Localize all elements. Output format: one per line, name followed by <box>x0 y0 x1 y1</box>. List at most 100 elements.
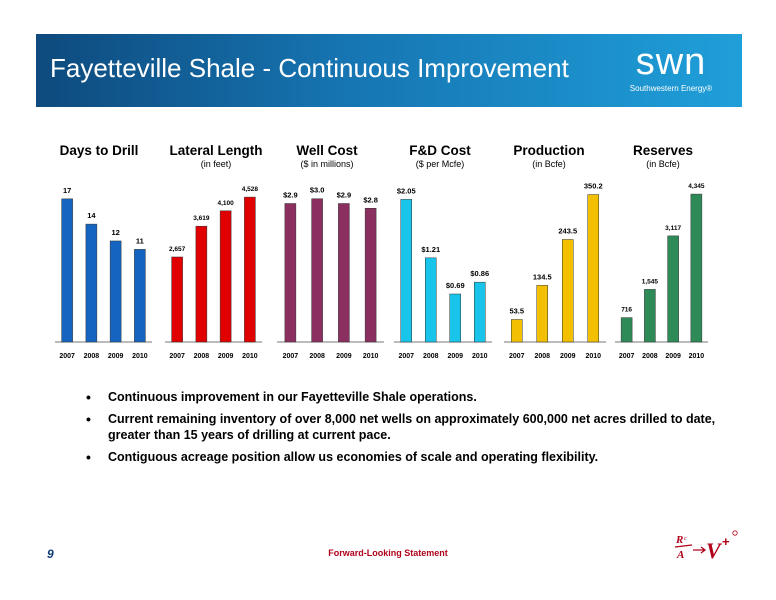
bar <box>536 285 548 343</box>
svg-text:+: + <box>722 534 730 549</box>
x-tick-label: 2007 <box>509 353 525 360</box>
bullet-text: Continuous improvement in our Fayettevil… <box>108 390 477 404</box>
bar <box>338 203 350 343</box>
x-tick-label: 2007 <box>59 353 75 360</box>
chart-title: Production <box>513 143 584 158</box>
bar <box>620 317 633 343</box>
bar <box>195 225 208 343</box>
chart-subtitle: (in Bcfe) <box>532 159 566 169</box>
svg-text:A: A <box>676 549 684 561</box>
chart-subtitle: ($ per Mcfe) <box>416 159 465 169</box>
title-banner: Fayetteville Shale - Continuous Improvem… <box>36 34 742 107</box>
data-label: 350.2 <box>584 182 603 191</box>
data-label: $3.0 <box>310 186 325 195</box>
x-tick-label: 2008 <box>309 353 325 360</box>
data-label: 4,528 <box>242 186 259 193</box>
bar <box>61 198 73 343</box>
data-label: 1,545 <box>642 278 659 285</box>
data-label: $2.9 <box>337 190 352 199</box>
chart-subtitle: (in Bcfe) <box>646 159 680 169</box>
bar <box>425 257 437 343</box>
bar <box>562 239 574 343</box>
bar <box>690 193 703 343</box>
data-label: $1.21 <box>421 245 440 254</box>
bar <box>364 208 377 343</box>
data-label: $2.9 <box>283 190 298 199</box>
bar <box>400 199 412 343</box>
bar <box>219 210 232 343</box>
x-tick-label: 2007 <box>398 353 414 360</box>
x-tick-label: 2007 <box>619 353 635 360</box>
bar <box>587 194 599 343</box>
x-tick-label: 2009 <box>218 353 234 360</box>
bar <box>284 203 297 343</box>
chart-title: Days to Drill <box>60 143 139 158</box>
bar <box>311 198 323 343</box>
x-tick-label: 2010 <box>242 353 258 360</box>
chart-title: F&D Cost <box>409 143 471 158</box>
data-label: 134.5 <box>533 272 552 281</box>
bar <box>449 293 461 343</box>
x-tick-label: 2010 <box>689 353 705 360</box>
data-label: $0.86 <box>470 269 489 278</box>
logo-wordmark: swn <box>635 41 707 83</box>
data-label: $0.69 <box>446 281 465 290</box>
bar <box>134 249 146 343</box>
chart-title: Reserves <box>633 143 693 158</box>
bar <box>109 240 122 343</box>
bar <box>511 319 523 343</box>
chart-title: Lateral Length <box>169 143 262 158</box>
bar <box>244 196 256 343</box>
data-label: 716 <box>621 307 632 314</box>
forward-looking-link[interactable]: Forward-Looking Statement <box>328 548 448 558</box>
x-tick-label: 2007 <box>283 353 299 360</box>
bullet-list: • Continuous improvement in our Fayettevi… <box>86 389 726 471</box>
data-label: 243.5 <box>558 226 577 235</box>
data-label: 12 <box>111 228 119 237</box>
data-label: 3,619 <box>193 215 210 222</box>
svg-text:R: R <box>675 534 683 546</box>
bar <box>474 281 486 343</box>
x-tick-label: 2009 <box>560 353 576 360</box>
bullet-item: • Current remaining inventory of over 8,0… <box>86 411 726 443</box>
x-tick-label: 2009 <box>108 353 124 360</box>
data-label: 14 <box>87 211 96 220</box>
chart-subtitle: ($ in millions) <box>300 159 353 169</box>
bar <box>171 256 183 343</box>
x-tick-label: 2010 <box>132 353 148 360</box>
x-tick-label: 2008 <box>423 353 439 360</box>
chart-subtitle: (in feet) <box>201 159 232 169</box>
x-tick-label: 2010 <box>585 353 601 360</box>
x-tick-label: 2010 <box>363 353 379 360</box>
x-tick-label: 2008 <box>84 353 100 360</box>
bullet-text: Current remaining inventory of over 8,00… <box>108 412 716 442</box>
data-label: 11 <box>136 236 144 245</box>
data-label: 53.5 <box>509 306 524 315</box>
x-tick-label: 2008 <box>534 353 550 360</box>
svg-text:c: c <box>684 536 687 542</box>
x-tick-label: 2009 <box>665 353 681 360</box>
svg-text:V: V <box>706 538 723 563</box>
x-tick-label: 2009 <box>447 353 463 360</box>
x-tick-label: 2009 <box>336 353 352 360</box>
data-label: 17 <box>63 186 71 195</box>
data-label: 2,657 <box>169 246 186 253</box>
bar <box>85 223 98 343</box>
x-tick-label: 2010 <box>472 353 488 360</box>
bullet-dot-icon: • <box>86 411 91 427</box>
x-tick-label: 2008 <box>642 353 658 360</box>
chart-title: Well Cost <box>296 143 358 158</box>
data-label: $2.05 <box>397 186 416 195</box>
data-label: 3,117 <box>665 225 681 232</box>
bullet-item: • Contiguous acreage position allow us ec… <box>86 449 726 465</box>
bullet-text: Contiguous acreage position allow us eco… <box>108 450 599 464</box>
data-label: 4,100 <box>217 200 234 207</box>
swn-logo: swn Southwestern Energy® <box>626 42 716 96</box>
charts-panel: Days to Drill 17 2007 14 2008 12 2009 11 2010 Lat… <box>55 143 708 360</box>
logo-tagline: Southwestern Energy® <box>629 84 713 93</box>
bar <box>644 289 656 343</box>
page-number: 9 <box>47 547 54 561</box>
x-tick-label: 2008 <box>194 353 210 360</box>
x-tick-label: 2007 <box>169 353 185 360</box>
slide-title: Fayetteville Shale - Continuous Improvem… <box>50 53 569 83</box>
